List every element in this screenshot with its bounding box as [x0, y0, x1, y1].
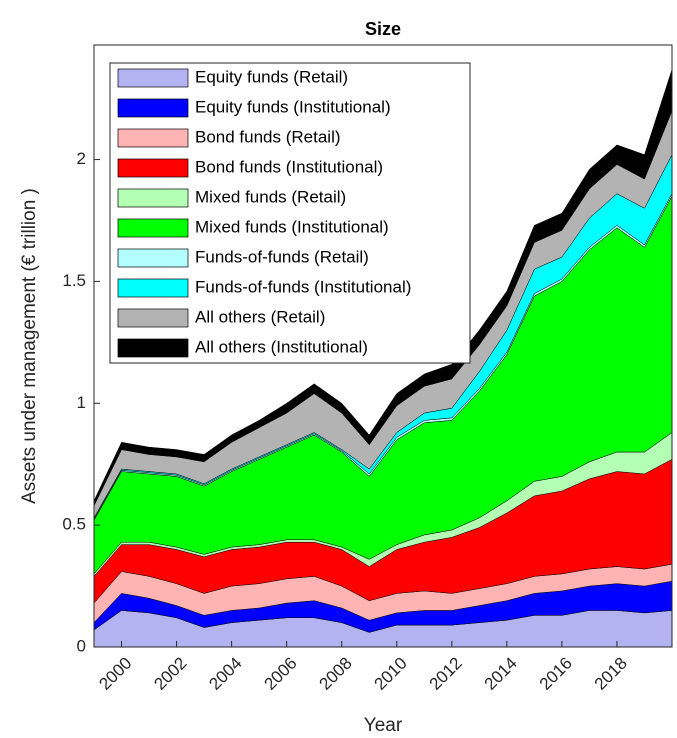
legend-label: Bond funds (Institutional) [195, 157, 383, 176]
legend-swatch [117, 158, 189, 178]
legend-label: Bond funds (Retail) [195, 127, 341, 146]
legend-swatch [117, 218, 189, 238]
plot-frame [93, 44, 673, 648]
y-tick-label: 0 [77, 636, 86, 655]
legend-swatch [117, 308, 189, 328]
legend-label: Equity funds (Institutional) [195, 97, 391, 116]
y-axis-label: Assets under management (€ trillion ) [19, 188, 40, 504]
x-tick-label: 2006 [260, 654, 300, 694]
x-tick-label: 2018 [591, 654, 631, 694]
x-tick-label: 2000 [95, 654, 135, 694]
x-tick-label: 2008 [316, 654, 356, 694]
y-tick-label: 2 [77, 149, 86, 168]
legend-label: Funds-of-funds (Retail) [195, 247, 369, 266]
y-tick-label: 0.5 [62, 515, 86, 534]
legend-swatch [117, 248, 189, 268]
legend-label: All others (Retail) [195, 307, 325, 326]
legend-label: Equity funds (Retail) [195, 67, 348, 86]
x-tick-label: 2004 [205, 654, 245, 694]
legend-label: Mixed funds (Retail) [195, 187, 346, 206]
x-tick-label: 2016 [536, 654, 576, 694]
x-tick-label: 2012 [426, 654, 466, 694]
x-axis-label: Year [364, 715, 403, 736]
legend-swatch [117, 278, 189, 298]
legend-swatch [117, 128, 189, 148]
legend-label: All others (Institutional) [195, 337, 368, 356]
legend-label: Mixed funds (Institutional) [195, 217, 389, 236]
x-tick-label: 2002 [150, 654, 190, 694]
y-tick-label: 1.5 [62, 271, 86, 290]
legend-swatch [117, 98, 189, 118]
legend-label: Funds-of-funds (Institutional) [195, 277, 411, 296]
x-tick-label: 2014 [481, 654, 521, 694]
legend-swatch [117, 68, 189, 88]
legend-swatch [117, 188, 189, 208]
x-tick-label: 2010 [371, 654, 411, 694]
legend-swatch [117, 338, 189, 358]
chart-title: Size [365, 19, 401, 39]
y-tick-label: 1 [77, 393, 86, 412]
